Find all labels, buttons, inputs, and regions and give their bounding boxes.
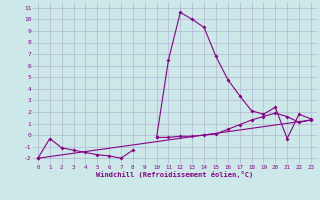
X-axis label: Windchill (Refroidissement éolien,°C): Windchill (Refroidissement éolien,°C) (96, 171, 253, 178)
